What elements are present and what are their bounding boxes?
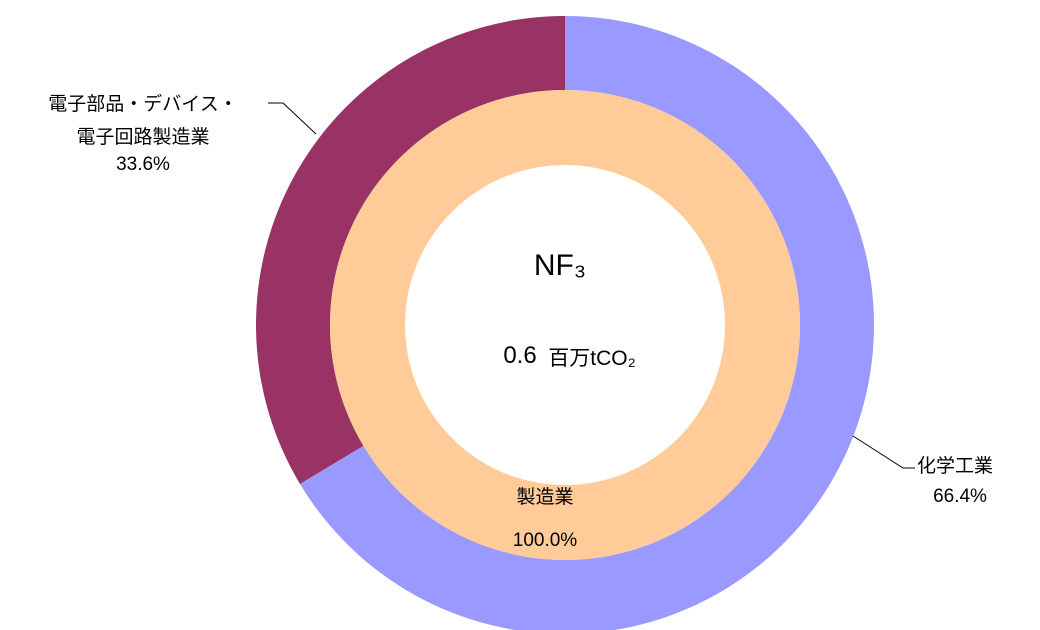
segment-value-label: 33.6% [116, 154, 170, 175]
donut-segment [255, 16, 566, 484]
center-title: NF₃ [534, 249, 586, 282]
segment-label: 電子部品・デバイス・電子回路製造業 [48, 94, 238, 148]
segment-value-label: 100.0% [512, 530, 578, 551]
segment-label: 製造業 [516, 487, 574, 508]
segment-label: 化学工業 [916, 456, 993, 477]
leader-line [268, 102, 317, 135]
leader-line [852, 435, 915, 469]
donut-segment [330, 90, 800, 560]
segment-value-label: 66.4% [933, 486, 987, 507]
center-value: 0.6 [503, 342, 536, 369]
center-unit: 百万tCO₂ [548, 347, 636, 370]
